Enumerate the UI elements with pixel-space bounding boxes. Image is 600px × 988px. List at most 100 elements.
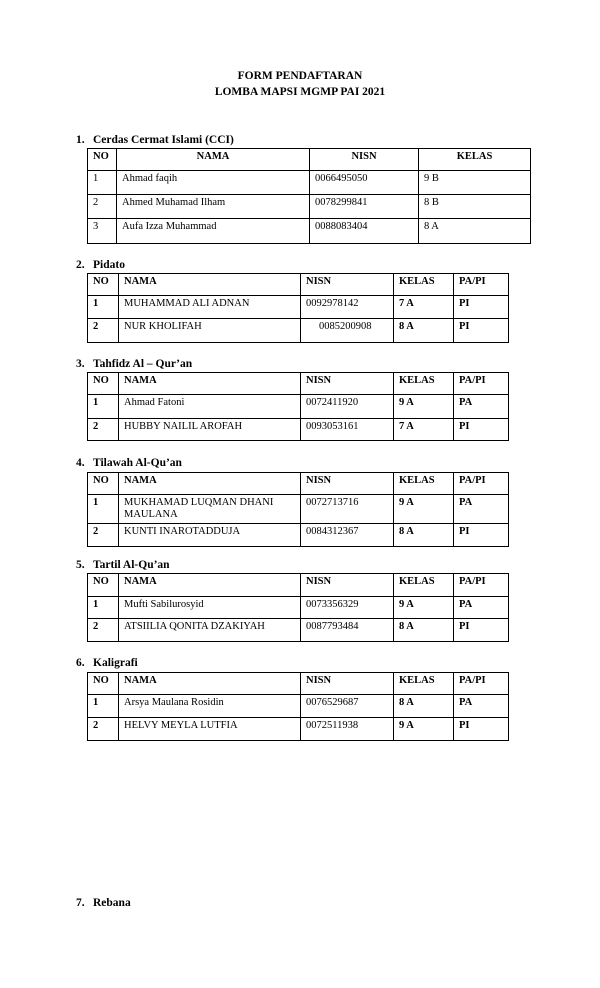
cell-nama: Ahmad faqih [116, 170, 310, 195]
column-header: NO [87, 573, 119, 597]
column-header: KELAS [393, 672, 454, 695]
table-row: 1 Ahmad faqih 0066495050 9 B [87, 170, 531, 195]
cell-kelas: 8 A [393, 694, 454, 718]
cell-nama: NUR KHOLIFAH [118, 318, 301, 343]
column-header: NAMA [118, 472, 301, 495]
cell-no: 1 [87, 596, 119, 619]
column-header: NO [87, 472, 119, 495]
cell-kelas: 9 A [393, 494, 454, 524]
cell-nisn: 0085200908 [300, 318, 394, 343]
table-row: 2 ATSIILIA QONITA DZAKIYAH 0087793484 8 A PI [87, 618, 509, 642]
registration-table: NO NAMA NISN KELAS PA/PI 1 MUHAMMAD ALI ADNAN 0… [87, 273, 509, 343]
table-row: 2 HUBBY NAILIL AROFAH 0093053161 7 A PI [87, 418, 509, 441]
section-number: 6. [76, 657, 85, 669]
cell-no: 1 [87, 170, 117, 195]
cell-kelas: 7 A [393, 295, 454, 319]
section-number: 4. [76, 457, 85, 469]
cell-nama: MUHAMMAD ALI ADNAN [118, 295, 301, 319]
cell-no: 2 [87, 717, 119, 741]
form-title: FORM PENDAFTARAN [237, 70, 363, 82]
cell-no: 2 [87, 418, 119, 441]
column-header: KELAS [393, 573, 454, 597]
section-number: 1. [76, 134, 85, 146]
cell-nama: Aufa Izza Muhammad [116, 218, 310, 244]
column-header: NAMA [118, 573, 301, 597]
cell-nama: MUKHAMAD LUQMAN DHANI MAULANA [118, 494, 301, 524]
cell-pa-pi: PI [453, 717, 509, 741]
cell-nisn: 0066495050 [309, 170, 419, 195]
table-row: 2 NUR KHOLIFAH 0085200908 8 A PI [87, 318, 509, 343]
cell-no: 1 [87, 494, 119, 524]
cell-kelas: 9 B [418, 170, 531, 195]
cell-nama: ATSIILIA QONITA DZAKIYAH [118, 618, 301, 642]
cell-pa-pi: PA [453, 394, 509, 419]
column-header: NAMA [118, 672, 301, 695]
column-header: PA/PI [453, 573, 509, 597]
column-header: NISN [309, 148, 419, 171]
section-number: 7. [76, 897, 85, 909]
column-header: NO [87, 273, 119, 296]
table-header-row: NO NAMA NISN KELAS PA/PI [87, 472, 509, 495]
registration-table: NO NAMA NISN KELAS PA/PI 1 Mufti Sabilurosyid 0… [87, 573, 509, 642]
registration-table: NO NAMA NISN KELAS PA/PI 1 Arsya Maulana Rosid… [87, 672, 509, 741]
cell-no: 2 [87, 318, 119, 343]
cell-nisn: 0076529687 [300, 694, 394, 718]
registration-table: NO NAMA NISN KELAS 1 Ahmad faqih 0066495050 9 B… [87, 148, 531, 244]
table-header-row: NO NAMA NISN KELAS [87, 148, 531, 171]
table-row: 2 KUNTI INAROTADDUJA 0084312367 8 A PI [87, 523, 509, 547]
cell-nisn: 0092978142 [300, 295, 394, 319]
section-heading: 1. Cerdas Cermat Islami (CCI) [76, 134, 234, 146]
table-row: 1 Arsya Maulana Rosidin 0076529687 8 A PA [87, 694, 509, 718]
registration-table: NO NAMA NISN KELAS PA/PI 1 Ahmad Fatoni 0072411… [87, 372, 509, 441]
cell-kelas: 7 A [393, 418, 454, 441]
column-header: PA/PI [453, 472, 509, 495]
cell-pa-pi: PI [453, 418, 509, 441]
cell-no: 3 [87, 218, 117, 244]
section-title: Kaligrafi [93, 657, 138, 669]
table-header-row: NO NAMA NISN KELAS PA/PI [87, 372, 509, 395]
cell-nisn: 0072713716 [300, 494, 394, 524]
cell-pa-pi: PI [453, 295, 509, 319]
cell-nisn: 0072511938 [300, 717, 394, 741]
cell-pa-pi: PI [453, 318, 509, 343]
cell-pa-pi: PI [453, 523, 509, 547]
table-header-row: NO NAMA NISN KELAS PA/PI [87, 273, 509, 296]
section-title: Tartil Al-Qu’an [93, 559, 170, 571]
column-header: KELAS [393, 273, 454, 296]
column-header: NO [87, 148, 117, 171]
table-header-row: NO NAMA NISN KELAS PA/PI [87, 672, 509, 695]
column-header: NISN [300, 573, 394, 597]
section-number: 2. [76, 259, 85, 271]
cell-no: 2 [87, 618, 119, 642]
cell-nisn: 0078299841 [309, 194, 419, 219]
cell-nama: Ahmed Muhamad Ilham [116, 194, 310, 219]
column-header: NISN [300, 372, 394, 395]
cell-kelas: 8 B [418, 194, 531, 219]
section-heading: 3. Tahfidz Al – Qur’an [76, 358, 192, 370]
section-title: Tilawah Al-Qu’an [93, 457, 182, 469]
section-title: Pidato [93, 259, 125, 271]
cell-nama: Ahmad Fatoni [118, 394, 301, 419]
section-heading: 6. Kaligrafi [76, 657, 138, 669]
cell-pa-pi: PA [453, 494, 509, 524]
cell-pa-pi: PI [453, 618, 509, 642]
cell-nisn: 0088083404 [309, 218, 419, 244]
cell-kelas: 8 A [393, 318, 454, 343]
cell-nama: Mufti Sabilurosyid [118, 596, 301, 619]
column-header: KELAS [418, 148, 531, 171]
cell-kelas: 8 A [393, 618, 454, 642]
section-title: Rebana [93, 897, 131, 909]
table-row: 1 Mufti Sabilurosyid 0073356329 9 A PA [87, 596, 509, 619]
cell-no: 1 [87, 694, 119, 718]
section-title: Tahfidz Al – Qur’an [93, 358, 193, 370]
section-number: 5. [76, 559, 85, 571]
cell-nama: Arsya Maulana Rosidin [118, 694, 301, 718]
table-row: 1 MUKHAMAD LUQMAN DHANI MAULANA 0072713716… [87, 494, 509, 524]
cell-pa-pi: PA [453, 694, 509, 718]
form-subtitle: LOMBA MAPSI MGMP PAI 2021 [214, 86, 386, 98]
cell-no: 2 [87, 194, 117, 219]
table-row: 1 MUHAMMAD ALI ADNAN 0092978142 7 A PI [87, 295, 509, 319]
section-title: Cerdas Cermat Islami (CCI) [93, 134, 234, 146]
cell-no: 1 [87, 394, 119, 419]
